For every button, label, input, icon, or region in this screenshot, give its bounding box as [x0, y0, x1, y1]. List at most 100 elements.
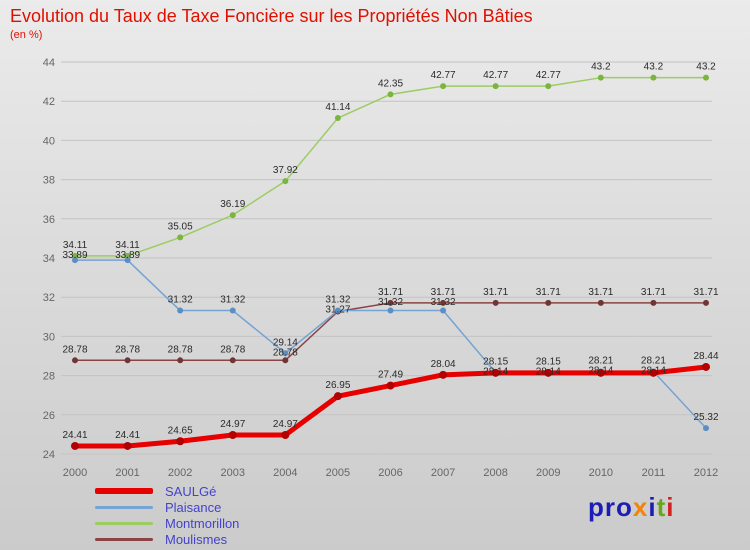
svg-text:2001: 2001: [115, 467, 139, 479]
svg-text:31.71: 31.71: [536, 287, 561, 298]
proxiti-logo: proxiti: [588, 492, 675, 523]
svg-text:28.78: 28.78: [168, 344, 193, 355]
svg-text:34.11: 34.11: [63, 240, 88, 251]
svg-text:26: 26: [43, 410, 55, 422]
legend-label-montmorillon: Montmorillon: [165, 515, 240, 531]
svg-text:35.05: 35.05: [168, 221, 193, 232]
legend-label-plaisance: Plaisance: [165, 499, 222, 515]
svg-text:31.32: 31.32: [325, 295, 350, 306]
svg-text:28.78: 28.78: [115, 344, 140, 355]
chart-legend: SAULGé Plaisance Montmorillon Moulismes: [95, 483, 239, 547]
svg-text:28.14: 28.14: [536, 367, 561, 378]
svg-text:2008: 2008: [483, 467, 507, 479]
svg-text:28.78: 28.78: [220, 344, 245, 355]
logo-letter: r: [604, 492, 617, 522]
svg-text:24.41: 24.41: [115, 430, 140, 441]
legend-swatch-saulge: [95, 488, 153, 494]
logo-letter: i: [666, 492, 675, 522]
chart-subtitle: (en %): [10, 29, 43, 41]
logo-letter: p: [588, 492, 605, 522]
svg-text:28.15: 28.15: [536, 357, 561, 368]
svg-text:28: 28: [43, 371, 55, 383]
svg-text:28.21: 28.21: [641, 355, 666, 366]
series-saulg-: [71, 362, 710, 450]
legend-label-saulge: SAULGé: [165, 483, 217, 499]
svg-text:34: 34: [43, 253, 55, 265]
chart-title: Evolution du Taux de Taxe Foncière sur l…: [10, 6, 533, 26]
svg-text:31.71: 31.71: [641, 287, 666, 298]
svg-text:24: 24: [43, 449, 55, 461]
legend-swatch-moulismes: [95, 537, 153, 541]
svg-text:2006: 2006: [378, 467, 402, 479]
logo-letter: x: [632, 492, 649, 522]
svg-text:44: 44: [43, 57, 55, 69]
svg-text:43.2: 43.2: [591, 62, 611, 73]
logo-letter: o: [616, 492, 633, 522]
svg-text:31.32: 31.32: [220, 295, 245, 306]
svg-text:38: 38: [43, 175, 55, 187]
legend-item-moulismes: Moulismes: [95, 531, 239, 547]
svg-text:42.35: 42.35: [378, 78, 403, 89]
svg-text:36: 36: [43, 214, 55, 226]
svg-text:2000: 2000: [63, 467, 87, 479]
svg-text:42.77: 42.77: [431, 70, 456, 81]
svg-text:31.71: 31.71: [693, 287, 718, 298]
svg-text:28.21: 28.21: [588, 355, 613, 366]
gridlines: [61, 61, 712, 455]
svg-text:2011: 2011: [642, 467, 666, 479]
svg-text:28.15: 28.15: [483, 357, 508, 368]
svg-text:2007: 2007: [431, 467, 455, 479]
svg-text:2010: 2010: [589, 467, 613, 479]
svg-text:33.89: 33.89: [115, 250, 140, 261]
svg-text:28.44: 28.44: [693, 351, 718, 362]
logo-letter: i: [648, 492, 657, 522]
svg-text:24.97: 24.97: [273, 419, 298, 430]
svg-text:2009: 2009: [536, 467, 560, 479]
series-montmorillon: [72, 74, 709, 259]
svg-text:26.95: 26.95: [325, 380, 350, 391]
svg-text:43.2: 43.2: [644, 62, 664, 73]
svg-text:42: 42: [43, 96, 55, 108]
svg-text:31.71: 31.71: [431, 287, 456, 298]
legend-swatch-plaisance: [95, 505, 153, 509]
svg-text:2012: 2012: [694, 467, 718, 479]
svg-text:37.92: 37.92: [273, 165, 298, 176]
svg-text:32: 32: [43, 292, 55, 304]
svg-text:28.78: 28.78: [273, 347, 298, 358]
title-block: Evolution du Taux de Taxe Foncière sur l…: [10, 6, 533, 41]
axis-tick-labels: 24 26 28 30 32 34 36 38 40 42 44 2000 2001 2002 2003 20…: [43, 57, 718, 479]
svg-text:2003: 2003: [221, 467, 245, 479]
svg-text:28.78: 28.78: [62, 344, 87, 355]
svg-text:31.71: 31.71: [483, 287, 508, 298]
svg-text:31.32: 31.32: [378, 297, 403, 308]
logo-letter: t: [656, 492, 667, 522]
svg-text:41.14: 41.14: [325, 102, 350, 113]
svg-text:24.65: 24.65: [168, 425, 193, 436]
svg-text:42.77: 42.77: [536, 70, 561, 81]
svg-text:40: 40: [43, 135, 55, 147]
svg-text:2004: 2004: [273, 467, 297, 479]
svg-text:31.27: 31.27: [325, 305, 350, 316]
svg-text:31.71: 31.71: [378, 287, 403, 298]
legend-swatch-montmorillon: [95, 521, 153, 525]
legend-item-saulge: SAULGé: [95, 483, 239, 499]
svg-text:36.19: 36.19: [220, 199, 245, 210]
legend-label-moulismes: Moulismes: [165, 531, 228, 547]
svg-text:31.71: 31.71: [588, 287, 613, 298]
svg-text:24.97: 24.97: [220, 419, 245, 430]
svg-text:27.49: 27.49: [378, 370, 403, 381]
svg-text:28.14: 28.14: [588, 365, 613, 376]
svg-text:28.14: 28.14: [483, 367, 508, 378]
svg-text:29.14: 29.14: [273, 337, 298, 348]
svg-text:33.89: 33.89: [62, 250, 87, 261]
svg-text:31.32: 31.32: [431, 297, 456, 308]
svg-text:2005: 2005: [326, 467, 350, 479]
legend-item-plaisance: Plaisance: [95, 499, 239, 515]
svg-text:25.32: 25.32: [693, 412, 718, 423]
svg-text:28.14: 28.14: [641, 365, 666, 376]
svg-text:30: 30: [43, 331, 55, 343]
svg-text:43.2: 43.2: [696, 62, 716, 73]
legend-item-montmorillon: Montmorillon: [95, 515, 239, 531]
